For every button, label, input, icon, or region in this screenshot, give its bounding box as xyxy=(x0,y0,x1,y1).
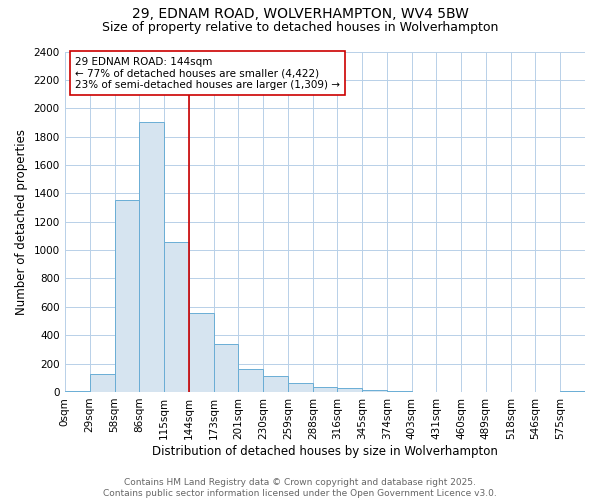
Bar xyxy=(313,387,337,392)
Bar xyxy=(288,382,313,392)
Text: 29, EDNAM ROAD, WOLVERHAMPTON, WV4 5BW: 29, EDNAM ROAD, WOLVERHAMPTON, WV4 5BW xyxy=(131,8,469,22)
Bar xyxy=(238,368,263,392)
Bar xyxy=(387,391,412,392)
Bar xyxy=(65,390,89,392)
Bar xyxy=(560,390,585,392)
Text: Size of property relative to detached houses in Wolverhampton: Size of property relative to detached ho… xyxy=(102,21,498,34)
Bar xyxy=(189,312,214,392)
Bar xyxy=(89,374,115,392)
Bar xyxy=(214,344,238,392)
Y-axis label: Number of detached properties: Number of detached properties xyxy=(15,128,28,314)
Bar xyxy=(115,200,139,392)
Text: 29 EDNAM ROAD: 144sqm
← 77% of detached houses are smaller (4,422)
23% of semi-d: 29 EDNAM ROAD: 144sqm ← 77% of detached … xyxy=(75,56,340,90)
Bar xyxy=(164,242,189,392)
Bar xyxy=(139,122,164,392)
Bar xyxy=(263,376,288,392)
Bar xyxy=(362,390,387,392)
Text: Contains HM Land Registry data © Crown copyright and database right 2025.
Contai: Contains HM Land Registry data © Crown c… xyxy=(103,478,497,498)
Bar xyxy=(337,388,362,392)
X-axis label: Distribution of detached houses by size in Wolverhampton: Distribution of detached houses by size … xyxy=(152,444,498,458)
